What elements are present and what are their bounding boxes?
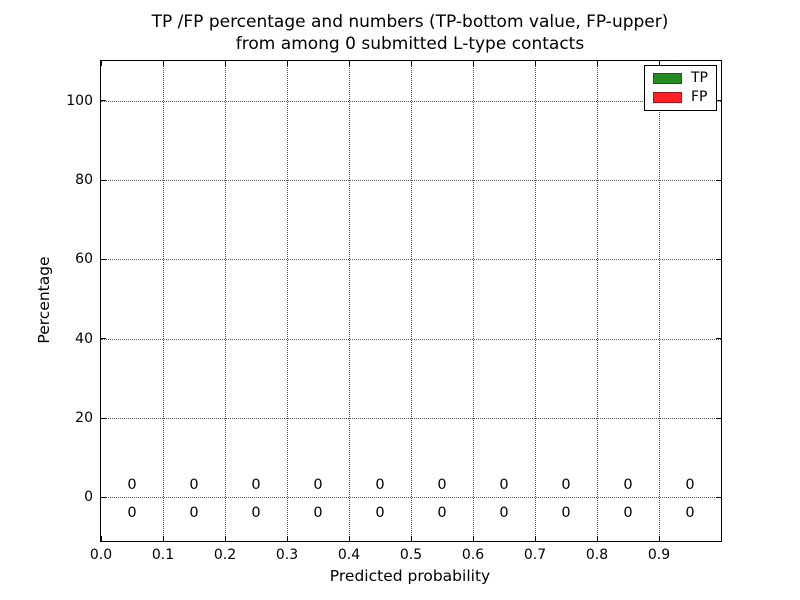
- x-tick: [658, 61, 660, 66]
- x-tick: [658, 536, 660, 541]
- legend-item-fp: FP: [653, 90, 708, 105]
- x-tick-label: 0.8: [585, 547, 609, 563]
- fp-value-label: 0: [437, 477, 447, 494]
- x-tick-label: 0.1: [151, 547, 175, 563]
- x-tick: [410, 536, 412, 541]
- x-tick: [472, 536, 474, 541]
- tp-value-label: 0: [375, 505, 385, 522]
- v-gridline: [597, 61, 598, 541]
- x-tick-label: 0.7: [523, 547, 547, 563]
- tp-value-label: 0: [437, 505, 447, 522]
- fp-value-label: 0: [251, 477, 261, 494]
- x-tick-label: 0.0: [89, 547, 113, 563]
- plot-area: TP FP 0 20 40 60 80 100 0.0 0.1 0.2 0.3 0.4 0.5 0.6 0.…: [66, 60, 722, 563]
- tp-value-label: 0: [685, 505, 695, 522]
- y-tick: [716, 417, 721, 419]
- y-tick: [101, 179, 106, 181]
- y-tick: [101, 100, 106, 102]
- y-tick-label: 80: [75, 172, 93, 188]
- v-gridline: [411, 61, 412, 541]
- x-tick: [100, 61, 102, 66]
- y-tick: [101, 338, 106, 340]
- tp-value-label: 0: [623, 505, 633, 522]
- x-tick: [348, 536, 350, 541]
- x-tick-label: 0.2: [213, 547, 237, 563]
- y-tick-label: 20: [75, 410, 93, 427]
- y-tick: [101, 258, 106, 260]
- x-tick: [472, 61, 474, 66]
- x-tick: [286, 536, 288, 541]
- legend-swatch-tp: [653, 73, 682, 84]
- y-tick: [101, 496, 106, 498]
- y-tick-label: 40: [75, 330, 93, 347]
- x-tick: [596, 61, 598, 66]
- tp-value-label: 0: [127, 505, 137, 522]
- x-tick-label: 0.6: [461, 547, 485, 563]
- tp-value-label: 0: [499, 505, 509, 522]
- tp-value-label: 0: [251, 505, 261, 522]
- chart-title-line1: TP /FP percentage and numbers (TP-bottom…: [151, 12, 669, 32]
- fp-value-label: 0: [623, 477, 633, 494]
- y-tick: [716, 496, 721, 498]
- x-tick: [596, 536, 598, 541]
- v-gridline: [225, 61, 226, 541]
- chart-title-line2: from among 0 submitted L-type contacts: [235, 34, 585, 54]
- legend: TP FP: [644, 65, 717, 111]
- v-gridline: [535, 61, 536, 541]
- x-tick: [534, 61, 536, 66]
- x-tick-label: 0.3: [275, 547, 299, 563]
- chart-title: TP /FP percentage and numbers (TP-bottom…: [152, 11, 669, 55]
- y-tick: [716, 100, 721, 102]
- x-axis-label: Predicted probability: [329, 567, 491, 585]
- fp-value-label: 0: [561, 477, 571, 494]
- x-tick: [286, 61, 288, 66]
- fp-value-label: 0: [375, 477, 385, 494]
- y-tick: [716, 338, 721, 340]
- legend-swatch-fp: [653, 92, 682, 103]
- v-gridline: [659, 61, 660, 541]
- tp-value-label: 0: [313, 505, 323, 522]
- legend-label-fp: FP: [691, 89, 708, 105]
- y-tick-label: 60: [75, 251, 93, 268]
- fp-value-label: 0: [189, 477, 199, 494]
- x-tick: [162, 536, 164, 541]
- x-tick: [224, 61, 226, 66]
- fp-value-label: 0: [313, 477, 323, 494]
- x-tick-label: 0.5: [399, 547, 423, 563]
- x-tick-label: 0.4: [337, 547, 361, 563]
- v-gridline: [349, 61, 350, 541]
- x-tick: [348, 61, 350, 66]
- y-tick: [101, 417, 106, 419]
- y-tick: [716, 258, 721, 260]
- x-tick: [100, 536, 102, 541]
- legend-item-tp: TP: [653, 71, 708, 86]
- v-gridline: [473, 61, 474, 541]
- x-tick-label: 0.9: [647, 547, 671, 563]
- fp-value-label: 0: [127, 477, 137, 494]
- x-tick: [162, 61, 164, 66]
- fp-value-label: 0: [685, 477, 695, 494]
- y-tick: [716, 179, 721, 181]
- x-tick: [224, 536, 226, 541]
- v-gridline: [287, 61, 288, 541]
- tp-value-label: 0: [561, 505, 571, 522]
- y-tick-label: 100: [66, 92, 93, 109]
- y-tick-label: 0: [84, 489, 93, 506]
- v-gridline: [163, 61, 164, 541]
- fp-value-label: 0: [499, 477, 509, 494]
- tp-value-label: 0: [189, 505, 199, 522]
- legend-label-tp: TP: [691, 70, 708, 86]
- x-tick: [534, 536, 536, 541]
- x-tick: [410, 61, 412, 66]
